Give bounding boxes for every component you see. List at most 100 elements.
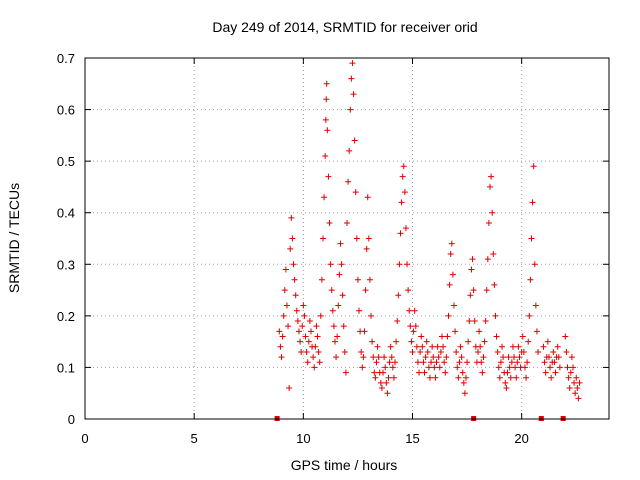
- data-point: [281, 287, 288, 294]
- data-point: [292, 292, 299, 299]
- data-point: [424, 348, 431, 355]
- data-point: [445, 312, 452, 319]
- data-point: [307, 328, 314, 335]
- data-point: [333, 354, 340, 361]
- data-point: [575, 395, 582, 402]
- data-point: [389, 364, 396, 371]
- data-point: [563, 348, 570, 355]
- data-point: [478, 359, 485, 366]
- data-point: [552, 369, 559, 376]
- data-point: [448, 240, 455, 247]
- data-point: [326, 220, 333, 227]
- data-point: [422, 354, 429, 361]
- data-point: [436, 364, 443, 371]
- data-point: [399, 173, 406, 180]
- data-point: [519, 333, 526, 340]
- data-point: [521, 364, 528, 371]
- data-point: [373, 359, 380, 366]
- data-point: [361, 328, 368, 335]
- data-point: [468, 266, 475, 273]
- data-point: [508, 359, 515, 366]
- data-point: [372, 374, 379, 381]
- data-point: [293, 307, 300, 314]
- data-point: [374, 343, 381, 350]
- data-point: [318, 276, 325, 283]
- data-point: [401, 189, 408, 196]
- data-point: [480, 354, 487, 361]
- data-point: [356, 307, 363, 314]
- data-point: [443, 354, 450, 361]
- data-point: [386, 359, 393, 366]
- data-point: [529, 199, 536, 206]
- y-tick-label: 0.4: [57, 206, 75, 221]
- data-point: [349, 60, 356, 67]
- data-point: [396, 261, 403, 268]
- data-point: [383, 379, 390, 386]
- data-point: [494, 348, 501, 355]
- data-point: [507, 374, 514, 381]
- data-point: [465, 338, 472, 345]
- data-point: [438, 333, 445, 340]
- data-point: [483, 287, 490, 294]
- data-point: [328, 287, 335, 294]
- data-point: [458, 354, 465, 361]
- data-point: [289, 235, 296, 242]
- data-point: [542, 369, 549, 376]
- data-point: [341, 348, 348, 355]
- data-point: [515, 343, 522, 350]
- data-point: [334, 333, 341, 340]
- data-point: [544, 338, 551, 345]
- data-point: [464, 359, 471, 366]
- data-point: [500, 354, 507, 361]
- data-point: [338, 261, 345, 268]
- data-point: [471, 318, 478, 325]
- data-point: [291, 276, 298, 283]
- data-point: [566, 385, 573, 392]
- data-point: [303, 348, 310, 355]
- data-point: [548, 374, 555, 381]
- data-point: [571, 379, 578, 386]
- data-point: [556, 364, 563, 371]
- data-point: [449, 271, 456, 278]
- data-point: [425, 364, 432, 371]
- data-point: [505, 354, 512, 361]
- data-point: [350, 91, 357, 98]
- data-point: [282, 266, 289, 273]
- data-point: [290, 261, 297, 268]
- data-point: [276, 328, 283, 335]
- chart-title: Day 249 of 2014, SRMTID for receiver ori…: [212, 19, 477, 35]
- data-point: [385, 374, 392, 381]
- data-point: [444, 333, 451, 340]
- data-point: [288, 214, 295, 221]
- data-point: [364, 194, 371, 201]
- data-point: [482, 318, 489, 325]
- data-point: [319, 235, 326, 242]
- data-point: [302, 333, 309, 340]
- data-point: [339, 292, 346, 299]
- data-point: [523, 374, 530, 381]
- data-point: [492, 312, 499, 319]
- x-tick-label: 15: [405, 431, 419, 446]
- data-point: [470, 287, 477, 294]
- data-point: [368, 312, 375, 319]
- data-point: [378, 385, 385, 392]
- y-tick-label: 0.2: [57, 309, 75, 324]
- data-point: [311, 364, 318, 371]
- data-point: [565, 374, 572, 381]
- data-point: [298, 348, 305, 355]
- data-point: [317, 312, 324, 319]
- data-point: [406, 307, 413, 314]
- data-point: [440, 343, 447, 350]
- data-point: [322, 152, 329, 159]
- data-point: [353, 235, 360, 242]
- data-point: [346, 147, 353, 154]
- y-tick-label: 0: [68, 412, 75, 427]
- data-point: [433, 359, 440, 366]
- data-point: [283, 302, 290, 309]
- data-point: [576, 379, 583, 386]
- data-point: [337, 240, 344, 247]
- data-point: [485, 220, 492, 227]
- data-point: [572, 390, 579, 397]
- data-point: [426, 374, 433, 381]
- data-point: [277, 343, 284, 350]
